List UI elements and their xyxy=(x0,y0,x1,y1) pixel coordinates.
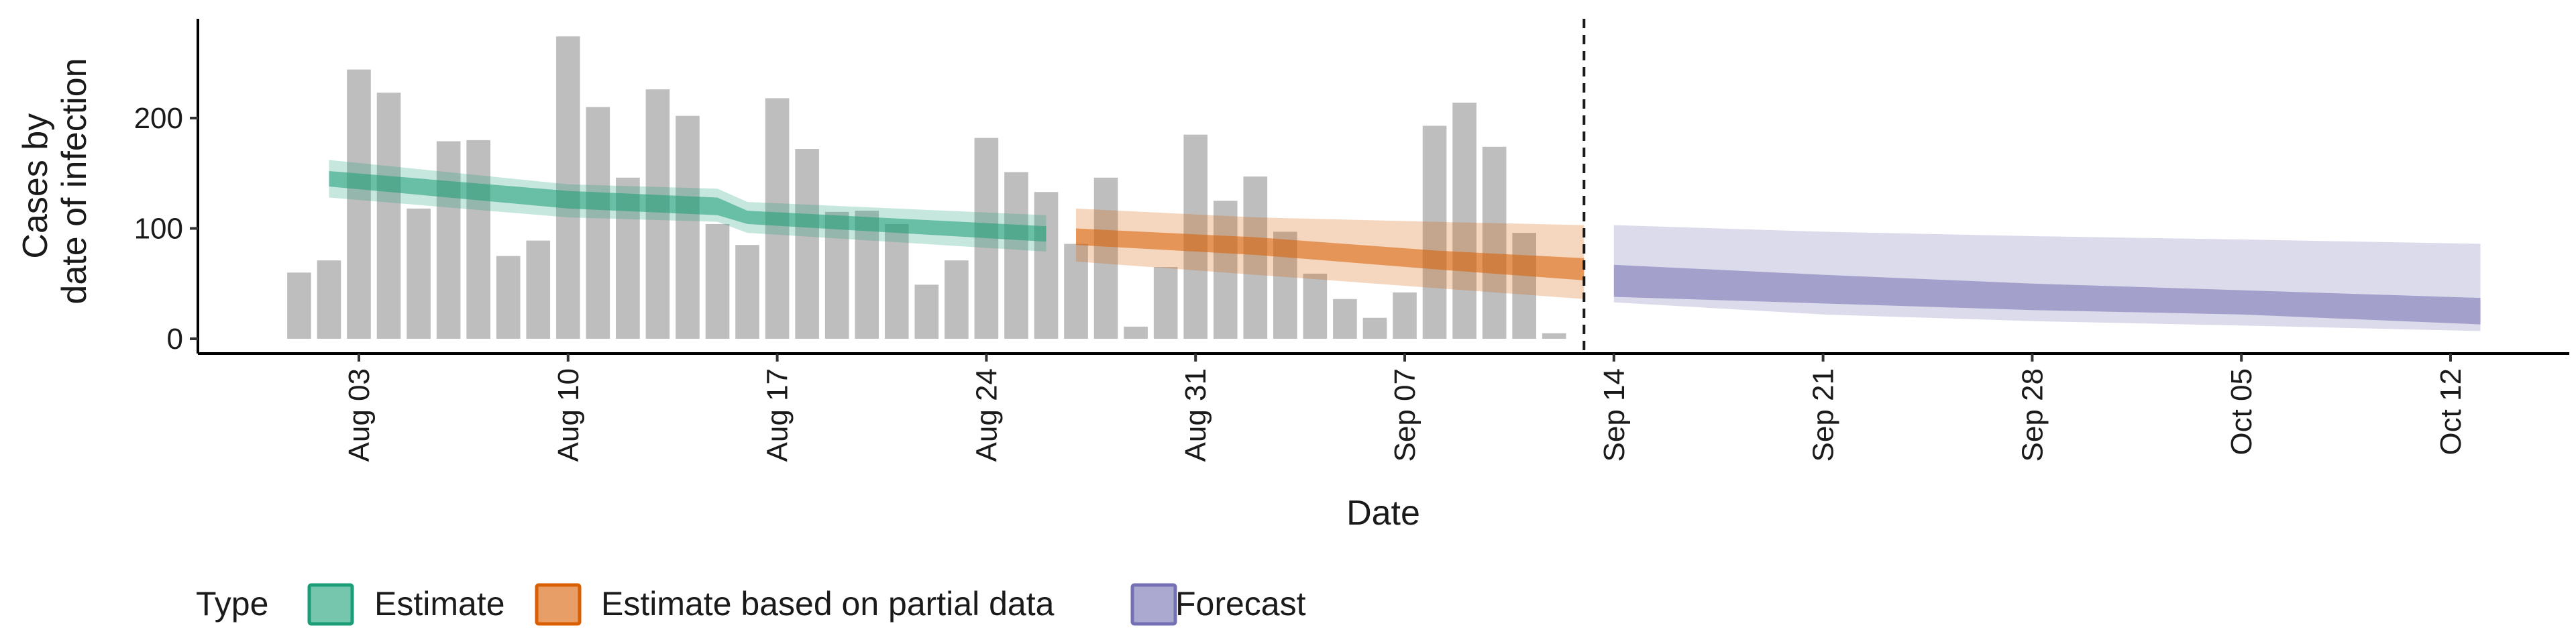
case-bar xyxy=(1333,299,1357,339)
legend-swatch-forecast xyxy=(1130,583,1177,626)
y-tick-label: 0 xyxy=(167,323,183,356)
case-bar xyxy=(1393,292,1417,339)
x-tick-label: Oct 05 xyxy=(2225,368,2258,455)
partial-estimate-inner-band xyxy=(1076,228,1585,280)
estimate-inner-band xyxy=(329,170,1046,242)
legend-label-forecast: Forecast xyxy=(1175,585,1306,623)
ribbon-layer xyxy=(329,160,2481,331)
case-bar xyxy=(1482,146,1507,339)
legend-swatch-estimate xyxy=(307,583,354,626)
case-bar xyxy=(1542,333,1566,339)
y-axis-title-line-1: Cases by xyxy=(16,113,55,259)
case-bar xyxy=(1124,326,1148,339)
case-bar xyxy=(466,140,490,339)
x-tick-label: Aug 31 xyxy=(1179,368,1212,462)
forecast-inner-band xyxy=(1613,264,2481,325)
y-tick-label: 100 xyxy=(134,213,183,246)
x-tick-label: Aug 10 xyxy=(552,368,585,462)
y-axis-title: Cases by date of infection xyxy=(16,58,94,304)
case-bar xyxy=(1243,176,1268,339)
legend: Type Estimate Estimate based on partial … xyxy=(196,583,1306,626)
x-tick-label: Oct 12 xyxy=(2434,368,2467,455)
case-bar xyxy=(1303,273,1328,339)
case-bar xyxy=(376,93,401,339)
x-tick-label: Aug 24 xyxy=(970,368,1003,462)
case-bar xyxy=(526,240,551,339)
case-bar xyxy=(1064,244,1088,339)
legend-label-estimate: Estimate xyxy=(374,585,505,623)
case-bar xyxy=(795,149,819,339)
case-bar xyxy=(347,69,371,339)
x-axis-title: Date xyxy=(1346,494,1420,533)
case-bar xyxy=(676,115,700,339)
case-bar xyxy=(555,36,580,339)
case-bar xyxy=(1153,267,1178,339)
case-bar xyxy=(1362,317,1387,339)
case-bar xyxy=(1213,201,1238,339)
case-bar xyxy=(1004,172,1028,339)
legend-swatch-partial xyxy=(535,583,582,626)
case-bar xyxy=(914,284,939,339)
legend-label-partial: Estimate based on partial data xyxy=(601,585,1055,623)
x-tick-label: Aug 03 xyxy=(343,368,376,462)
y-tick-label: 200 xyxy=(134,102,183,135)
case-bar xyxy=(436,141,461,339)
case-bar xyxy=(705,223,730,339)
y-tick-layer: 0 100 200 xyxy=(134,102,198,356)
case-bar xyxy=(945,260,969,339)
x-tick-label: Aug 17 xyxy=(761,368,794,462)
legend-title: Type xyxy=(196,585,268,623)
axes-layer xyxy=(197,19,2569,355)
x-tick-label: Sep 28 xyxy=(2016,368,2049,462)
case-bar xyxy=(407,208,431,339)
case-bar xyxy=(884,223,909,339)
case-bar xyxy=(287,272,311,339)
x-tick-label: Sep 14 xyxy=(1598,368,1631,462)
case-bar xyxy=(317,260,341,339)
case-bar xyxy=(645,89,670,339)
case-bar xyxy=(1512,233,1536,339)
case-bar xyxy=(855,211,879,339)
case-bar xyxy=(496,256,521,339)
case-bar xyxy=(1034,192,1059,339)
y-axis-title-line-2: date of infection xyxy=(55,58,94,304)
x-tick-layer: Aug 03 Aug 10 Aug 17 Aug 24 Aug 31 Sep 07 Sep … xyxy=(343,354,2467,462)
case-bar xyxy=(1422,125,1447,339)
x-tick-label: Sep 21 xyxy=(1807,368,1840,462)
case-bar xyxy=(824,211,849,339)
case-bar xyxy=(586,107,610,339)
bar-layer xyxy=(287,36,1566,339)
x-tick-label: Sep 07 xyxy=(1389,368,1421,462)
case-bar xyxy=(1093,177,1118,339)
case-bar xyxy=(1452,102,1477,339)
case-bar xyxy=(735,245,759,339)
